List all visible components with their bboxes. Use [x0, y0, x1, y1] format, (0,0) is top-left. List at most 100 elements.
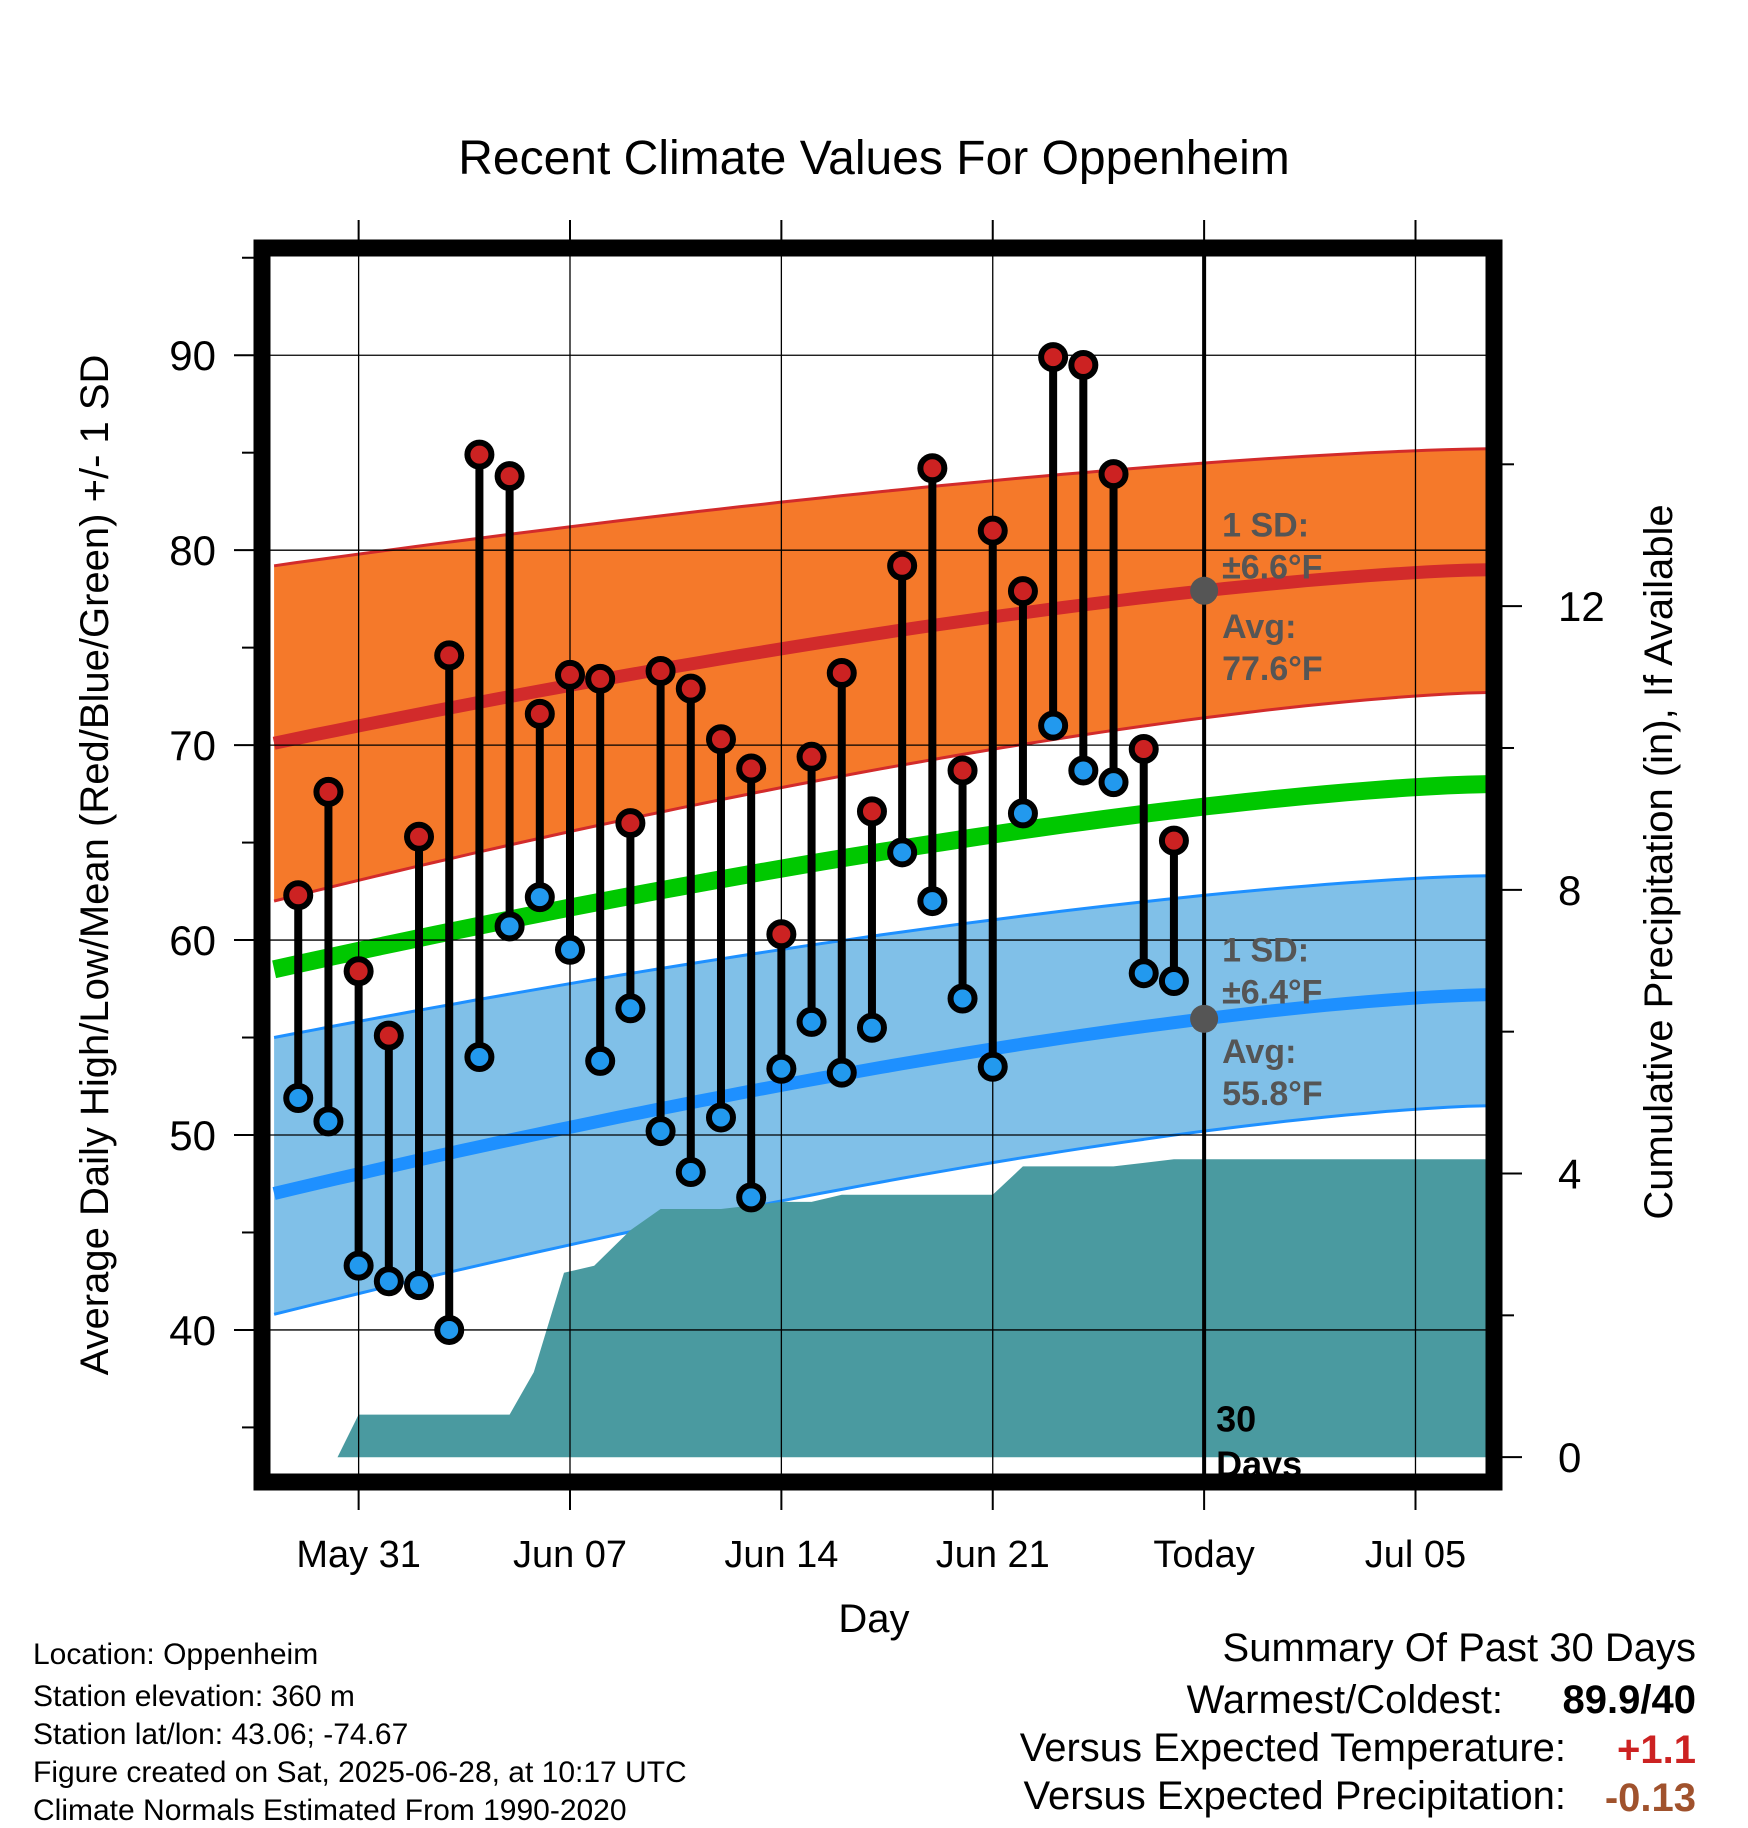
high-temp-point [373, 1020, 404, 1051]
station-latlon-text: Station lat/lon: 43.06; -74.67 [33, 1718, 409, 1751]
high-sd-band [274, 448, 1489, 902]
low-temp-point [1158, 965, 1189, 996]
high-temp-point [887, 550, 918, 581]
high-temp-point [675, 673, 706, 704]
high-temp-point [524, 698, 555, 729]
low-sd-band-lower-edge [273, 1104, 1489, 1316]
low-temp-point [494, 911, 525, 942]
low-temp-point [464, 1042, 495, 1073]
high-temp-point [404, 821, 435, 852]
y2-tick-label: 12 [1558, 583, 1605, 630]
low-temp-point [555, 934, 585, 965]
high-temp-point [494, 461, 525, 492]
x-tick-label: Today [1153, 1534, 1254, 1576]
high-sd-annotation: 1 SD: ±6.6°F [1222, 507, 1322, 587]
high-temp-point [434, 640, 465, 671]
high-temp-point [856, 796, 887, 827]
y-tick-label: 70 [169, 722, 216, 769]
low-temp-point [615, 993, 646, 1024]
high-temp-point [645, 656, 676, 687]
low-temp-point [373, 1266, 404, 1297]
low-temp-point [1128, 958, 1159, 989]
warmest-coldest-label: Warmest/Coldest: [1186, 1678, 1503, 1722]
climate-normals-text: Climate Normals Estimated From 1990-2020 [33, 1794, 627, 1827]
low-temp-point [404, 1270, 435, 1301]
low-temp-point [434, 1314, 465, 1345]
high-temp-point [1068, 349, 1099, 380]
high-temp-point [1128, 734, 1159, 765]
high-avg-annotation: Avg: 77.6°F [1222, 608, 1323, 688]
y-tick-label: 60 [169, 917, 216, 964]
high-temp-point [1098, 459, 1129, 490]
low-temp-point [826, 1057, 857, 1088]
low-temp-point [947, 983, 978, 1014]
x-tick-label: Jun 14 [724, 1534, 838, 1576]
high-temp-point [917, 453, 948, 484]
chart-title: Recent Climate Values For Oppenheim [458, 132, 1290, 185]
high-temp-point [555, 659, 585, 690]
y-tick-label: 50 [169, 1112, 216, 1159]
low-temp-point [524, 882, 555, 913]
high-temp-point [1038, 342, 1069, 373]
low-temp-point [917, 886, 948, 917]
low-temp-point [1068, 755, 1099, 786]
low-temp-point [705, 1102, 736, 1133]
figure-created-text: Figure created on Sat, 2025-06-28, at 10… [33, 1756, 687, 1789]
high-temp-point [796, 741, 827, 772]
low-sd-annotation: 1 SD: ±6.4°F [1222, 931, 1322, 1011]
high-temp-point [705, 724, 736, 755]
high-temp-point [343, 956, 374, 987]
high-temp-point [464, 439, 495, 470]
low-temp-point [343, 1250, 374, 1281]
today-low-normal-marker [1190, 1004, 1219, 1033]
y2-tick-label: 8 [1558, 867, 1581, 914]
location-text: Location: Oppenheim [33, 1638, 319, 1671]
y2-axis-label: Cumulative Precipitation (in), If Availa… [1637, 504, 1681, 1219]
low-temp-point [675, 1157, 706, 1188]
low-temp-point [887, 837, 918, 868]
today-high-normal-marker [1190, 576, 1219, 605]
low-temp-point [977, 1051, 1008, 1082]
high-temp-point [1007, 576, 1038, 607]
precipitation-departure-value: -0.13 [1604, 1776, 1696, 1820]
low-temp-point [796, 1006, 827, 1037]
y-tick-label: 40 [169, 1307, 216, 1354]
low-temp-point [1007, 798, 1038, 829]
low-temp-point [766, 1053, 797, 1084]
high-temp-point [615, 808, 646, 839]
low-temp-point [645, 1116, 676, 1147]
low-temp-point [856, 1012, 887, 1043]
high-temp-point [977, 515, 1008, 546]
low-temp-point [1098, 767, 1129, 798]
plot-frame [253, 239, 1503, 1491]
high-temp-point [585, 663, 616, 694]
high-temp-point [283, 880, 314, 911]
y2-tick-label: 0 [1558, 1434, 1581, 1481]
high-temp-point [826, 657, 857, 688]
y-tick-label: 80 [169, 527, 216, 574]
low-temp-point [283, 1082, 314, 1113]
precipitation-departure-label: Versus Expected Precipitation: [1023, 1774, 1566, 1818]
station-elevation-text: Station elevation: 360 m [33, 1680, 355, 1713]
normal-low-line [272, 988, 1489, 1200]
low-temp-point [1038, 710, 1069, 741]
y2-tick-label: 4 [1558, 1151, 1581, 1198]
high-temp-point [1158, 825, 1189, 856]
x-tick-label: Jun 07 [513, 1534, 627, 1576]
summary-title: Summary Of Past 30 Days [1222, 1626, 1696, 1670]
temperature-departure-label: Versus Expected Temperature: [1019, 1726, 1566, 1770]
high-temp-point [947, 755, 978, 786]
high-temp-point [736, 753, 767, 784]
y-axis-label: Average Daily High/Low/Mean (Red/Blue/Gr… [73, 355, 117, 1376]
low-temp-point [313, 1106, 344, 1137]
x-axis-label: Day [838, 1597, 909, 1641]
x-tick-label: May 31 [296, 1534, 421, 1576]
low-avg-annotation: Avg: 55.8°F [1222, 1033, 1323, 1113]
high-temp-point [313, 776, 344, 807]
x-tick-label: Jun 21 [936, 1534, 1050, 1576]
low-temp-point [736, 1182, 767, 1213]
high-temp-point [766, 919, 797, 950]
x-tick-label: Jul 05 [1365, 1534, 1466, 1576]
low-temp-point [585, 1045, 616, 1076]
